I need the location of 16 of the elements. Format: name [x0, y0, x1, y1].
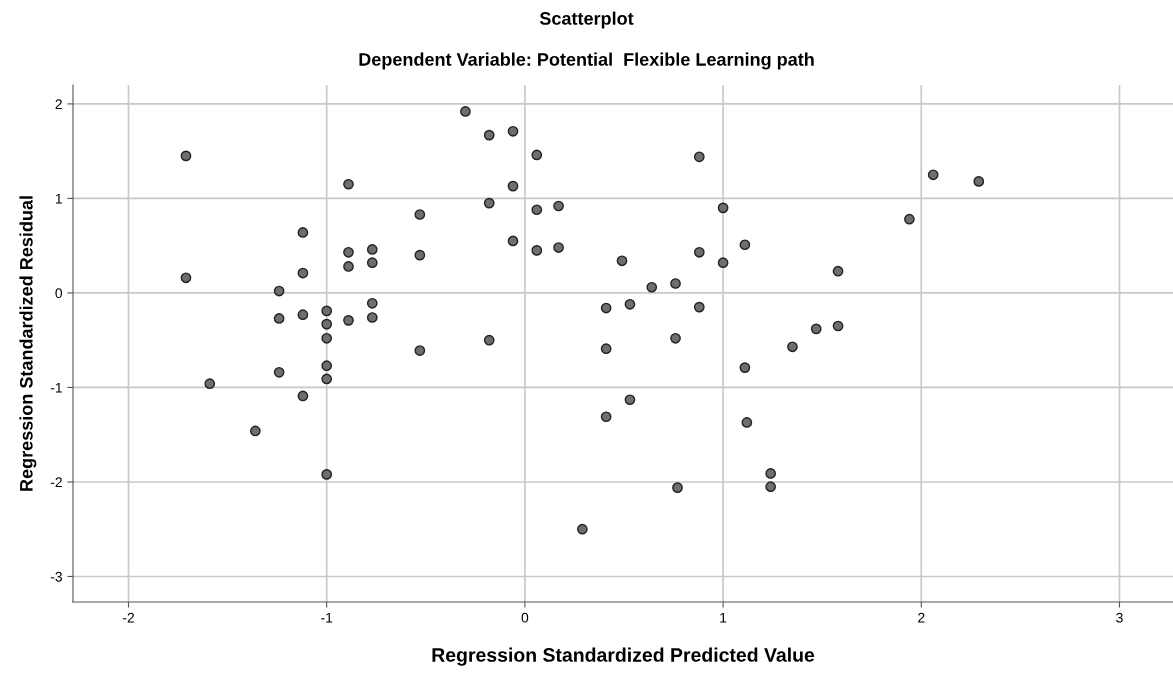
y-tick-label: -2: [50, 477, 62, 487]
y-axis-title: Regression Standardized Residual: [19, 196, 37, 491]
x-tick-label: -2: [122, 612, 134, 623]
chart-title: Scatterplot: [539, 11, 634, 29]
x-tick-label: -1: [321, 612, 333, 623]
x-tick-label: 1: [720, 612, 727, 623]
y-tick-label: 1: [55, 193, 62, 204]
y-tick-label: -1: [50, 382, 62, 393]
y-tick-label: 2: [55, 99, 62, 109]
y-tick-label: 0: [55, 288, 63, 299]
x-tick-label: 2: [918, 612, 925, 623]
chart-subtitle: Dependent Variable: Potential Flexible Learning path: [359, 52, 814, 70]
x-tick-label: 0: [521, 612, 529, 623]
x-tick-label: 3: [1116, 612, 1123, 623]
y-tick-label: -3: [50, 571, 62, 582]
x-axis-title: Regression Standardized Predicted Value: [432, 647, 815, 666]
